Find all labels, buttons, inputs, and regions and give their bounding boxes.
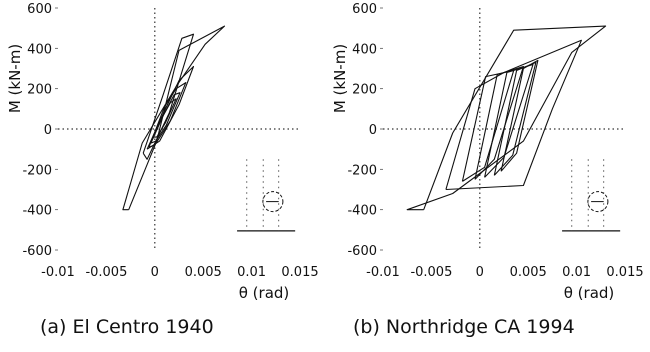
chart-b-svg: 600 400 200 0 -200 -400 -600 -0.01 -0.005 0 0.005 0…	[331, 2, 644, 302]
hysteresis-loop-5	[484, 63, 534, 178]
hysteresis-loop-3	[146, 65, 195, 150]
hysteresis-loop-7	[500, 59, 539, 172]
hysteresis-loop-1	[122, 25, 226, 211]
y-tick-label: 200	[27, 83, 52, 98]
hysteresis-loop-4	[148, 82, 187, 148]
hysteresis-loop-2	[445, 39, 582, 191]
x-tick-label: 0	[476, 265, 484, 280]
x-tick-label: 0.01	[562, 265, 591, 280]
y-tick-label: 0	[44, 123, 52, 138]
inset-marker-circle	[262, 191, 284, 213]
y-tick-label: 600	[352, 2, 377, 17]
hysteresis-loop-2	[142, 33, 195, 160]
x-tick-label: 0	[151, 265, 159, 280]
y-tick-label: -200	[347, 163, 377, 178]
caption-a: (a) El Centro 1940	[40, 316, 214, 338]
y-tick-label: -200	[22, 163, 52, 178]
x-axis-label: θ (rad)	[239, 284, 290, 302]
x-tick-label: -0.005	[410, 265, 452, 280]
x-tick-label: 0.015	[281, 265, 318, 280]
y-tick-label: 400	[352, 42, 377, 57]
inset-marker-circle	[587, 191, 609, 213]
y-tick-label: -600	[22, 244, 52, 259]
x-tick-label: 0.005	[185, 265, 222, 280]
x-tick-label: 0.015	[606, 265, 643, 280]
caption-b: (b) Northridge CA 1994	[353, 316, 575, 338]
hysteresis-loop-6	[493, 61, 537, 176]
hysteresis-loop-1	[406, 25, 607, 211]
chart-panel-b: 600 400 200 0 -200 -400 -600 -0.01 -0.005 0 0.005 0…	[325, 0, 650, 352]
y-tick-label: 400	[27, 42, 52, 57]
x-tick-label: -0.01	[41, 265, 75, 280]
y-tick-label: -600	[347, 244, 377, 259]
x-tick-label: -0.005	[85, 265, 127, 280]
y-axis-label: M (kN-m)	[6, 44, 24, 113]
x-tick-label: 0.005	[510, 265, 547, 280]
y-tick-label: -400	[22, 204, 52, 219]
y-tick-label: 200	[352, 83, 377, 98]
hysteresis-loop-6	[152, 98, 177, 138]
chart-a-svg: 600 400 200 0 -200 -400 -600 -0.01 -0.005 0 0.005 0…	[6, 2, 319, 302]
y-tick-label: 0	[369, 123, 377, 138]
hysteresis-loop-4	[474, 65, 524, 180]
x-tick-label: -0.01	[366, 265, 400, 280]
x-tick-label: 0.01	[237, 265, 266, 280]
y-tick-label: 600	[27, 2, 52, 17]
chart-panel-a: 600 400 200 0 -200 -400 -600 -0.01 -0.005 0 0.005 0…	[6, 2, 319, 338]
y-tick-label: -400	[347, 204, 377, 219]
y-axis-label: M (kN-m)	[331, 44, 349, 113]
x-axis-label: θ (rad)	[564, 284, 615, 302]
